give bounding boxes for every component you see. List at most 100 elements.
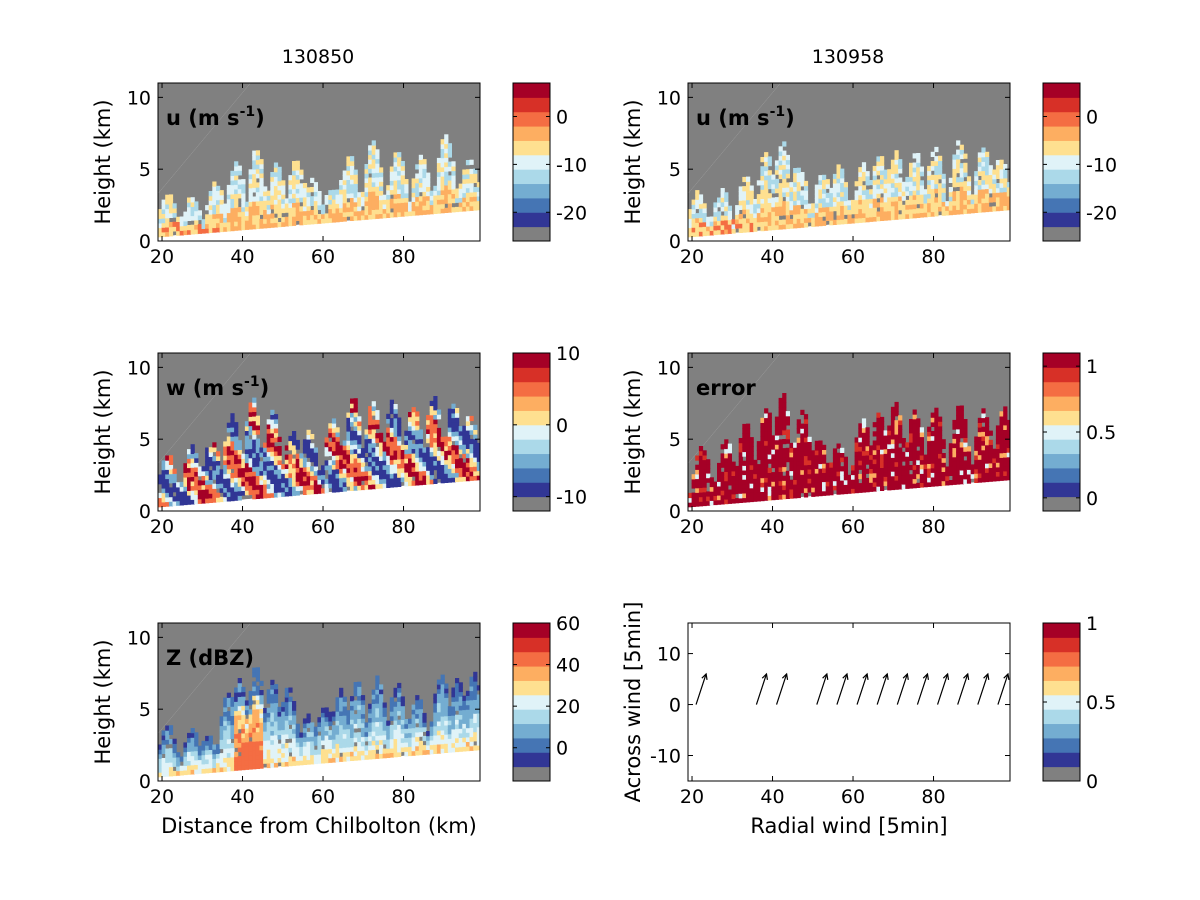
- heatmap-cell: [869, 216, 874, 222]
- heatmap-cell: [963, 428, 968, 434]
- heatmap-cell: [266, 446, 271, 453]
- heatmap-cell: [756, 445, 761, 451]
- heatmap-cell: [382, 707, 387, 713]
- heatmap-cell: [916, 189, 921, 195]
- heatmap-cell: [219, 478, 224, 484]
- heatmap-cell: [698, 473, 704, 479]
- heatmap-cell: [226, 491, 231, 497]
- heatmap-cell: [742, 199, 747, 206]
- heatmap-cell: [836, 489, 841, 495]
- heatmap-cell: [346, 174, 351, 180]
- heatmap-cell: [252, 214, 257, 221]
- heatmap-cell: [426, 465, 431, 471]
- heatmap-cell: [397, 417, 402, 423]
- heatmap-cell: [746, 492, 751, 498]
- heatmap-cell: [339, 450, 344, 456]
- heatmap-cell: [977, 152, 982, 158]
- heatmap-cell: [843, 209, 848, 215]
- heatmap-cell: [411, 416, 416, 422]
- heatmap-cell: [331, 199, 337, 205]
- heatmap-cell: [840, 173, 845, 179]
- heatmap-cell: [785, 475, 790, 481]
- heatmap-cell: [263, 479, 268, 485]
- heatmap-cell: [219, 734, 224, 740]
- heatmap-cell: [393, 404, 398, 410]
- y-tick-label: 10: [127, 87, 151, 109]
- heatmap-cell: [179, 770, 184, 776]
- heatmap-cell: [691, 501, 696, 507]
- heatmap-cell: [440, 455, 445, 461]
- heatmap-cell: [966, 446, 972, 452]
- heatmap-cell: [1003, 168, 1008, 174]
- heatmap-cell: [709, 491, 714, 497]
- heatmap-cell: [368, 419, 373, 426]
- heatmap-cell: [415, 699, 420, 705]
- heatmap-cell: [444, 148, 449, 154]
- heatmap-cell: [785, 164, 790, 170]
- heatmap-cell: [408, 727, 413, 734]
- heatmap-cell: [205, 749, 210, 755]
- heatmap-cell: [796, 172, 801, 178]
- heatmap-cell: [248, 430, 253, 436]
- heatmap-cell: [187, 197, 192, 203]
- heatmap-cell: [898, 484, 903, 490]
- heatmap-cell: [789, 186, 794, 192]
- heatmap-cell: [302, 201, 308, 207]
- heatmap-cell: [767, 431, 772, 437]
- heatmap-cell: [350, 714, 355, 720]
- heatmap-cell: [851, 483, 856, 489]
- heatmap-cell: [324, 725, 329, 731]
- heatmap-cell: [212, 753, 217, 759]
- heatmap-cell: [230, 431, 235, 437]
- heatmap-cell: [259, 694, 264, 700]
- heatmap-cell: [429, 190, 434, 196]
- heatmap-cell: [270, 762, 275, 768]
- colorbar-tick-label: 0: [1086, 107, 1098, 129]
- heatmap-cell: [212, 204, 217, 210]
- heatmap-cell: [738, 195, 743, 201]
- heatmap-cell: [346, 728, 351, 734]
- heatmap-cell: [408, 718, 413, 724]
- no-data-region: [158, 353, 480, 464]
- heatmap-cell: [422, 186, 427, 192]
- heatmap-cell: [764, 477, 769, 483]
- heatmap-cell: [255, 173, 260, 179]
- heatmap-cell: [360, 201, 366, 207]
- heatmap-cell: [727, 498, 732, 504]
- heatmap-cell: [447, 427, 452, 433]
- heatmap-cell: [241, 728, 246, 734]
- heatmap-cell: [237, 737, 242, 743]
- heatmap-cell: [455, 206, 460, 213]
- heatmap-cell: [310, 452, 315, 458]
- heatmap-cell: [306, 434, 311, 440]
- heatmap-cell: [807, 482, 812, 488]
- heatmap-cell: [288, 472, 293, 478]
- heatmap-cell: [919, 441, 924, 447]
- heatmap-cell: [876, 472, 881, 478]
- heatmap-cell: [353, 682, 358, 688]
- heatmap-cell: [825, 179, 830, 185]
- heatmap-cell: [764, 412, 769, 419]
- heatmap-cell: [234, 724, 239, 730]
- heatmap-cell: [774, 444, 780, 450]
- heatmap-cell: [970, 464, 975, 470]
- heatmap-cell: [292, 440, 297, 446]
- heatmap-cell: [357, 430, 362, 436]
- heatmap-cell: [429, 423, 434, 430]
- heatmap-cell: [172, 212, 177, 218]
- heatmap-cell: [273, 725, 279, 731]
- heatmap-cell: [698, 496, 704, 502]
- heatmap-cell: [455, 458, 460, 464]
- heatmap-cell: [263, 191, 268, 197]
- heatmap-cell: [440, 478, 445, 484]
- heatmap-cell: [796, 479, 801, 485]
- heatmap-cell: [956, 209, 961, 215]
- heatmap-cell: [259, 470, 264, 476]
- heatmap-cell: [462, 471, 467, 477]
- heatmap-cell: [433, 195, 438, 201]
- heatmap-cell: [919, 166, 924, 172]
- heatmap-cell: [158, 758, 163, 764]
- heatmap-cell: [342, 179, 347, 185]
- heatmap-cell: [418, 745, 423, 751]
- heatmap-cell: [880, 444, 885, 450]
